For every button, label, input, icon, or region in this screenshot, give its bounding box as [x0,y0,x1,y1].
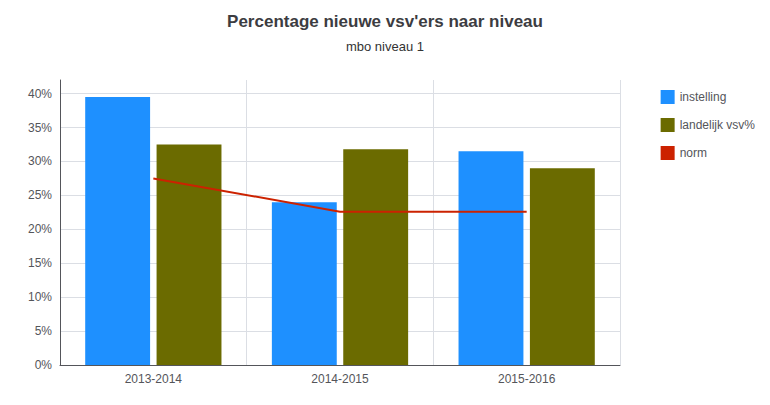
svg-text:25%: 25% [28,188,52,202]
svg-text:2013-2014: 2013-2014 [125,372,183,386]
svg-text:2015-2016: 2015-2016 [498,372,556,386]
svg-text:landelijk vsv%: landelijk vsv% [680,118,756,132]
svg-text:35%: 35% [28,121,52,135]
svg-text:0%: 0% [35,358,53,372]
svg-text:mbo niveau 1: mbo niveau 1 [346,39,424,54]
svg-text:30%: 30% [28,154,52,168]
svg-text:instelling: instelling [680,90,727,104]
svg-text:15%: 15% [28,256,52,270]
svg-text:5%: 5% [35,324,53,338]
svg-text:norm: norm [680,146,707,160]
svg-text:20%: 20% [28,222,52,236]
svg-text:Percentage nieuwe vsv'ers naar: Percentage nieuwe vsv'ers naar niveau [227,12,543,31]
svg-text:40%: 40% [28,87,52,101]
svg-text:2014-2015: 2014-2015 [311,372,369,386]
svg-text:10%: 10% [28,290,52,304]
